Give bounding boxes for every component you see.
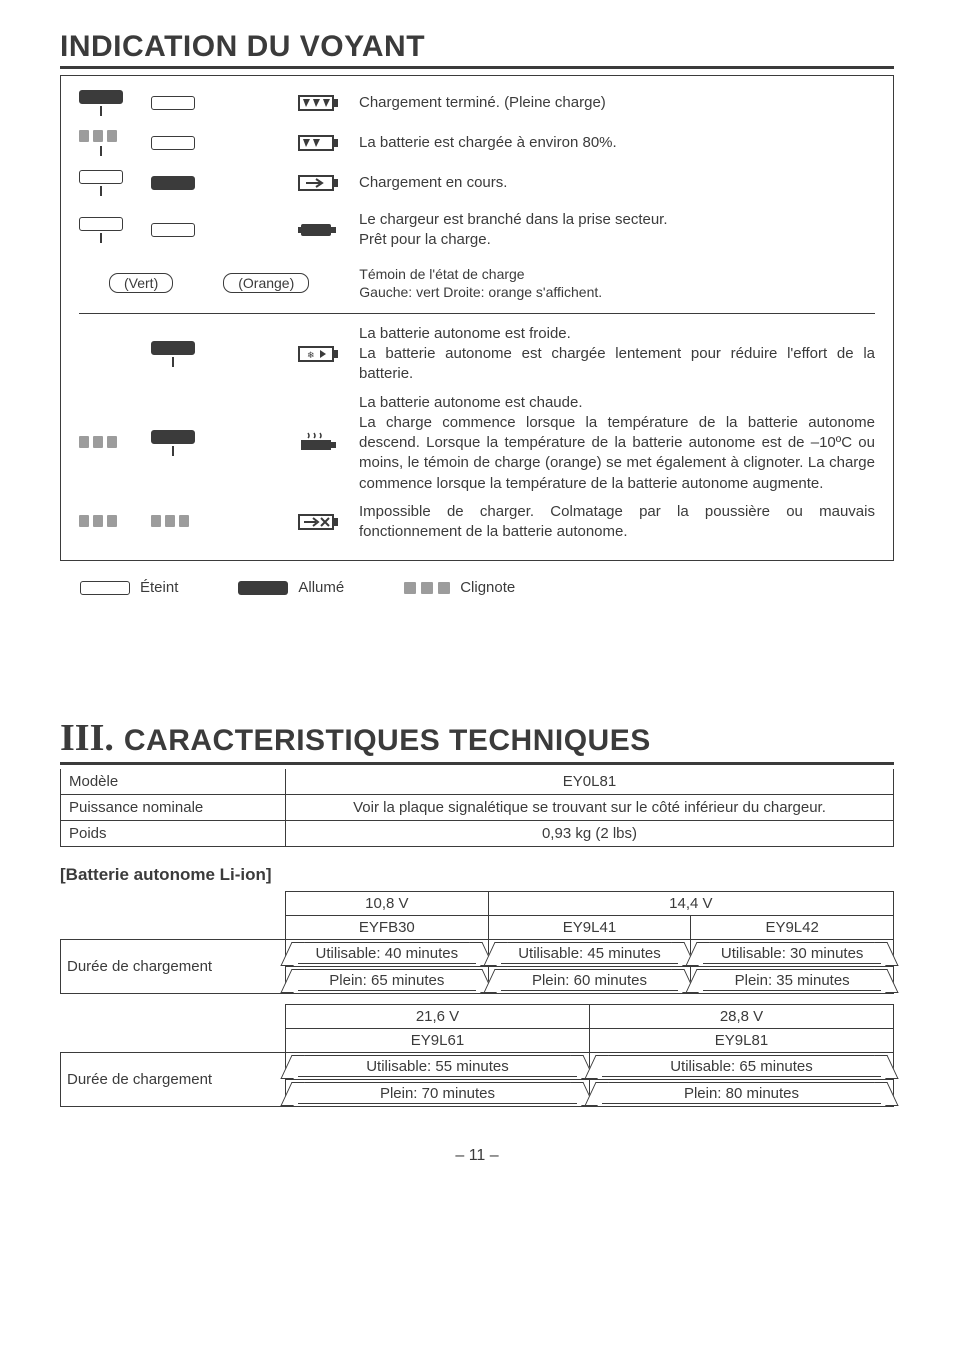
row-desc: Impossible de charger. Colmatage par la … [359, 502, 875, 543]
spec-value: Voir la plaque signalétique se trouvant … [286, 795, 894, 821]
battery-cold-icon: ❄ [297, 344, 341, 364]
led-green-off [79, 217, 123, 231]
spec-label: Poids [61, 821, 286, 847]
row-desc: La batterie autonome est chaude. La char… [359, 393, 875, 494]
hex-value: Utilisable: 30 minutes [703, 942, 881, 964]
battery-table-1: 10,8 V 14,4 V EYFB30 EY9L41 EY9L42 Durée… [60, 891, 894, 994]
spec-label: Puissance nominale [61, 795, 286, 821]
battery-heading: [Batterie autonome Li-ion] [60, 865, 894, 885]
battery-ready-icon [297, 219, 341, 241]
legend-off: Éteint [80, 579, 178, 596]
voltage-header: 21,6 V [286, 1005, 590, 1029]
led-orange-blink [151, 515, 195, 529]
hex-value: Utilisable: 55 minutes [298, 1055, 577, 1077]
section2-heading: CARACTERISTIQUES TECHNIQUES [124, 724, 651, 758]
hex-value: Utilisable: 45 minutes [501, 942, 679, 964]
led-orange-off [151, 96, 195, 110]
pill-vert: (Vert) [109, 273, 173, 293]
charge-label: Durée de chargement [61, 940, 286, 994]
legend-line: Témoin de l'état de charge [359, 265, 602, 283]
section1-title: INDICATION DU VOYANT [60, 30, 894, 69]
voltage-header: 14,4 V [488, 892, 893, 916]
spec-label: Modèle [61, 769, 286, 795]
legend-pills: (Vert) (Orange) Témoin de l'état de char… [109, 265, 875, 301]
led-orange-on [151, 341, 195, 355]
model-cell: EYFB30 [286, 916, 489, 940]
legend-line: Gauche: vert Droite: orange s'affichent. [359, 283, 602, 301]
hex-value: Plein: 65 minutes [298, 969, 476, 991]
model-cell: EY9L81 [590, 1029, 894, 1053]
battery-table-2: 21,6 V 28,8 V EY9L61 EY9L81 Durée de cha… [60, 1004, 894, 1107]
led-green-blink [79, 436, 123, 450]
row-desc: Le chargeur est branché dans la prise se… [359, 210, 875, 251]
indicator-row: Chargement terminé. (Pleine charge) [79, 90, 875, 116]
spec-table: Modèle EY0L81 Puissance nominale Voir la… [60, 769, 894, 847]
indicator-row: Chargement en cours. [79, 170, 875, 196]
charge-label: Durée de chargement [61, 1053, 286, 1107]
spec-value: 0,93 kg (2 lbs) [286, 821, 894, 847]
section2-title: III. CARACTERISTIQUES TECHNIQUES [60, 716, 894, 765]
led-green-off [79, 170, 123, 184]
voltage-header: 10,8 V [286, 892, 489, 916]
battery-hot-icon [297, 431, 341, 455]
row-desc: Chargement en cours. [359, 173, 875, 193]
row-desc: Chargement terminé. (Pleine charge) [359, 93, 875, 113]
hex-value: Plein: 60 minutes [501, 969, 679, 991]
hex-value: Utilisable: 65 minutes [602, 1055, 881, 1077]
indicator-row: La batterie autonome est chaude. La char… [79, 393, 875, 494]
legend-label: Clignote [460, 579, 515, 596]
legend-desc: Témoin de l'état de charge Gauche: vert … [359, 265, 602, 301]
pill-orange: (Orange) [223, 273, 309, 293]
separator [79, 313, 875, 314]
model-cell: EY9L42 [691, 916, 894, 940]
led-green-blink [79, 515, 123, 529]
led-orange-on [151, 430, 195, 444]
led-orange-off [151, 136, 195, 150]
indicator-row: Le chargeur est branché dans la prise se… [79, 210, 875, 251]
page-number: – 11 – [60, 1147, 894, 1165]
battery-charging-icon [297, 173, 341, 193]
indicator-row: ❄ La batterie autonome est froide. La ba… [79, 324, 875, 385]
legend-label: Allumé [298, 579, 344, 596]
svg-text:❄: ❄ [307, 350, 315, 360]
row-desc: La batterie autonome est froide. La batt… [359, 324, 875, 385]
legend-blink: Clignote [404, 579, 515, 596]
legend-bottom: Éteint Allumé Clignote [80, 579, 894, 596]
legend-label: Éteint [140, 579, 178, 596]
spec-value: EY0L81 [286, 769, 894, 795]
hex-value: Plein: 35 minutes [703, 969, 881, 991]
battery-full-icon [297, 93, 341, 113]
indicator-row: Impossible de charger. Colmatage par la … [79, 502, 875, 543]
hex-value: Plein: 80 minutes [602, 1082, 881, 1104]
row-desc: La batterie est chargée à environ 80%. [359, 133, 875, 153]
led-orange-on [151, 176, 195, 190]
battery-80-icon [297, 133, 341, 153]
model-cell: EY9L41 [488, 916, 691, 940]
hex-value: Utilisable: 40 minutes [298, 942, 476, 964]
led-orange-off [151, 223, 195, 237]
legend-on: Allumé [238, 579, 344, 596]
battery-error-icon [297, 512, 341, 532]
indicator-row: La batterie est chargée à environ 80%. [79, 130, 875, 156]
roman-numeral: III. [60, 716, 114, 760]
model-cell: EY9L61 [286, 1029, 590, 1053]
led-green-blink [79, 130, 123, 144]
led-green-on [79, 90, 123, 104]
voltage-header: 28,8 V [590, 1005, 894, 1029]
indicator-panel: Chargement terminé. (Pleine charge) La b… [60, 75, 894, 561]
hex-value: Plein: 70 minutes [298, 1082, 577, 1104]
